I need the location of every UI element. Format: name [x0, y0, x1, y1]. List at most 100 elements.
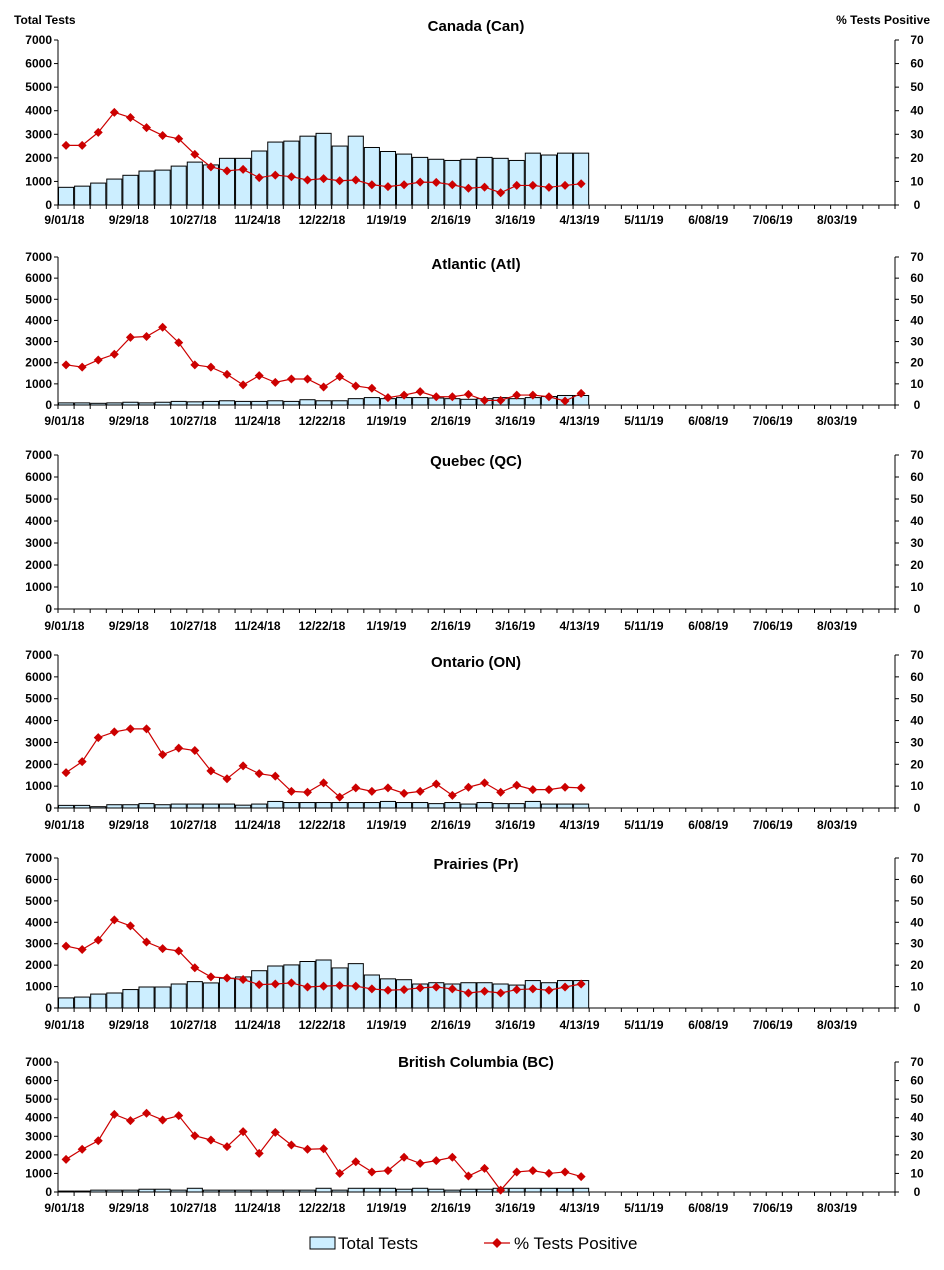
right-tick-label: 30 — [910, 127, 924, 141]
pct-positive-marker — [415, 177, 425, 187]
right-tick-label: 60 — [910, 57, 924, 71]
right-tick-label: 40 — [910, 714, 924, 728]
pct-positive-marker — [174, 134, 184, 144]
pct-positive-marker — [463, 782, 473, 792]
pct-positive-marker — [463, 183, 473, 193]
panel-ontario-on: Ontario (ON)0100020003000400050006000700… — [25, 648, 924, 832]
legend-bar-swatch — [309, 1236, 336, 1250]
right-tick-label: 0 — [914, 801, 921, 815]
pct-positive-marker — [238, 1127, 248, 1137]
pct-positive-marker — [77, 1144, 87, 1154]
pct-positive-marker — [238, 380, 248, 390]
right-tick-label: 50 — [910, 492, 924, 506]
left-tick-label: 4000 — [25, 313, 52, 327]
bar-total-tests — [412, 1187, 429, 1193]
right-tick-label: 30 — [910, 1129, 924, 1143]
bar-total-tests — [267, 800, 284, 809]
x-tick-label: 8/03/19 — [817, 414, 857, 428]
x-tick-label: 7/06/19 — [753, 414, 793, 428]
pct-positive-marker — [142, 123, 152, 133]
right-tick-label: 10 — [910, 174, 924, 188]
pct-positive-marker — [238, 164, 248, 174]
pct-positive-marker — [351, 381, 361, 391]
x-tick-label: 8/03/19 — [817, 1201, 857, 1215]
x-tick-label: 11/24/18 — [235, 1018, 281, 1032]
x-tick-label: 12/22/18 — [299, 414, 346, 428]
pct-positive-marker — [93, 127, 103, 137]
x-tick-label: 12/22/18 — [299, 619, 346, 633]
pct-positive-marker — [496, 395, 506, 405]
left-tick-label: 7000 — [25, 851, 52, 865]
pct-positive-marker — [109, 107, 119, 117]
pct-positive-marker — [480, 1163, 490, 1173]
right-tick-label: 30 — [910, 335, 924, 349]
pct-positive-marker — [238, 761, 248, 771]
pct-positive-marker — [447, 984, 457, 994]
x-tick-label: 9/29/18 — [109, 619, 149, 633]
x-tick-label: 5/11/19 — [624, 1201, 664, 1215]
pct-positive-marker — [399, 1152, 409, 1162]
pct-positive-marker — [206, 1135, 216, 1145]
right-tick-label: 40 — [910, 313, 924, 327]
pct-positive-marker — [109, 1109, 119, 1119]
pct-positive-marker — [463, 988, 473, 998]
pct-positive-marker — [560, 396, 570, 406]
bar-total-tests — [347, 398, 364, 406]
pct-positive-marker — [544, 392, 554, 402]
bar-total-tests — [74, 996, 91, 1009]
pct-positive-marker — [383, 1166, 393, 1176]
panel-title: British Columbia (BC) — [398, 1054, 554, 1071]
pct-positive-marker — [480, 986, 490, 996]
bar-total-tests — [573, 152, 590, 206]
x-tick-label: 6/08/19 — [688, 213, 728, 227]
pct-positive-marker — [576, 388, 586, 398]
pct-positive-marker — [142, 1108, 152, 1118]
left-tick-label: 2000 — [25, 356, 52, 370]
left-tick-label: 7000 — [25, 448, 52, 462]
bar-total-tests — [556, 1187, 574, 1193]
legend-diamond-marker — [492, 1238, 502, 1248]
bar-total-tests — [524, 800, 541, 809]
x-tick-label: 2/16/19 — [431, 213, 471, 227]
left-tick-label: 2000 — [25, 958, 52, 972]
x-tick-label: 2/16/19 — [431, 1018, 471, 1032]
panel-title: Canada (Can) — [428, 18, 525, 35]
pct-positive-marker — [544, 985, 554, 995]
x-tick-label: 11/24/18 — [235, 1201, 281, 1215]
left-tick-label: 0 — [45, 198, 52, 212]
x-tick-label: 6/08/19 — [688, 414, 728, 428]
bar-total-tests — [573, 1187, 590, 1193]
x-tick-label: 10/27/18 — [170, 818, 217, 832]
bar-total-tests — [476, 156, 493, 206]
pct-positive-marker — [77, 757, 87, 767]
x-tick-label: 8/03/19 — [817, 619, 857, 633]
pct-positive-marker — [544, 182, 554, 192]
x-tick-label: 10/27/18 — [170, 213, 217, 227]
pct-positive-marker — [254, 173, 264, 183]
right-tick-label: 10 — [910, 1166, 924, 1180]
pct-positive-marker — [367, 786, 377, 796]
pct-positive-marker — [158, 322, 168, 332]
x-tick-label: 6/08/19 — [688, 1018, 728, 1032]
x-tick-label: 1/19/19 — [366, 414, 406, 428]
pct-positive-marker — [319, 382, 329, 392]
pct-positive-marker — [270, 377, 280, 387]
x-tick-label: 4/13/19 — [559, 1018, 599, 1032]
left-tick-label: 6000 — [25, 470, 52, 484]
pct-positive-marker — [125, 1116, 135, 1126]
panel-prairies-pr: Prairies (Pr) 0 1000 2000 3000 4000 5000 6000 70… — [25, 851, 924, 1032]
pct-positive-marker — [431, 177, 441, 187]
bar-total-tests — [460, 803, 477, 809]
pct-positive-marker — [335, 1168, 345, 1178]
bar-total-tests — [363, 146, 380, 206]
pct-positive-marker — [254, 371, 264, 381]
x-tick-label: 2/16/19 — [431, 818, 471, 832]
bar-total-tests — [331, 145, 348, 206]
pct-positive-marker — [109, 727, 119, 737]
pct-positive-marker — [496, 787, 506, 797]
pct-positive-marker — [512, 780, 522, 790]
x-tick-label: 7/06/19 — [753, 213, 793, 227]
x-tick-label: 4/13/19 — [559, 213, 599, 227]
left-tick-label: 1000 — [25, 377, 52, 391]
pct-positive-marker — [560, 180, 570, 190]
